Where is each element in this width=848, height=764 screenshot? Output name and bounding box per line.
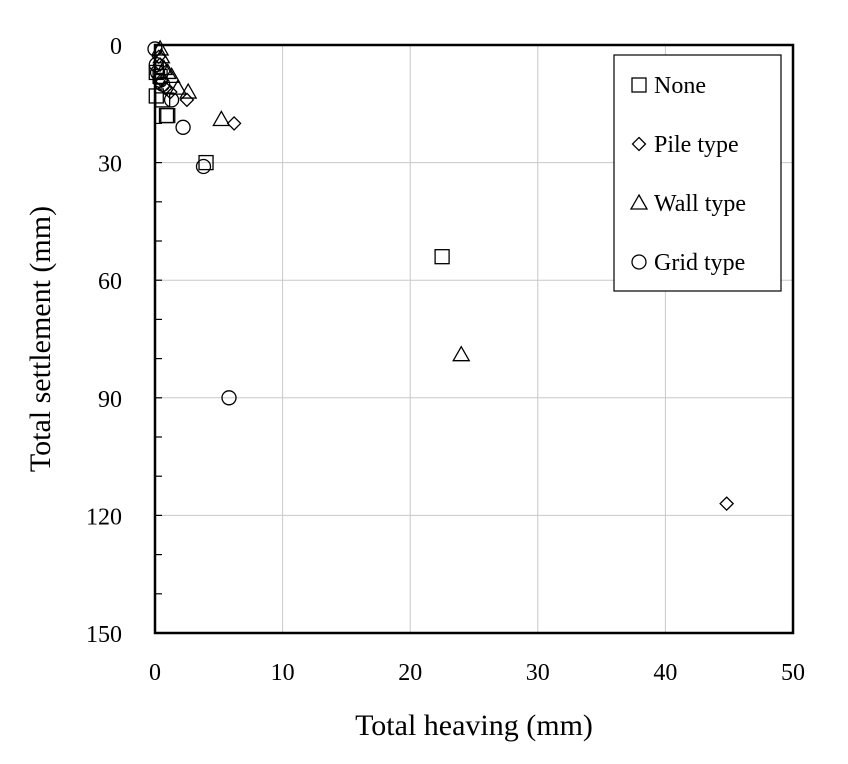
triangle-point bbox=[168, 78, 188, 95]
y-tick-label: 90 bbox=[98, 387, 122, 413]
x-axis-tick-labels: 0 10 20 30 40 50 bbox=[149, 660, 805, 686]
legend: None Pile type Wall type Grid type bbox=[613, 54, 782, 292]
x-tick-label: 40 bbox=[653, 660, 677, 686]
y-tick-label: 60 bbox=[98, 269, 122, 295]
series-grid-type bbox=[147, 41, 237, 406]
triangle-point bbox=[452, 345, 471, 362]
legend-diamond-icon bbox=[631, 136, 647, 152]
legend-box bbox=[613, 54, 782, 292]
y-tick-label: 150 bbox=[86, 622, 122, 648]
legend-circle-icon bbox=[631, 254, 647, 270]
y-tick-label: 120 bbox=[86, 504, 122, 530]
square-point bbox=[434, 249, 450, 265]
legend-item: Pile type bbox=[631, 132, 739, 158]
data-points bbox=[147, 39, 735, 512]
circle-point bbox=[221, 390, 237, 406]
square-point bbox=[160, 107, 176, 124]
y-tick-label: 0 bbox=[110, 34, 122, 60]
square-point bbox=[198, 154, 214, 171]
x-tick-label: 30 bbox=[526, 660, 550, 686]
circle-point bbox=[195, 158, 212, 175]
circle-point bbox=[175, 119, 191, 135]
series-wall-type bbox=[150, 39, 471, 362]
circle-point bbox=[163, 92, 180, 108]
triangle-point bbox=[212, 110, 231, 127]
legend-label: Wall type bbox=[654, 191, 746, 217]
legend-item: None bbox=[631, 73, 706, 99]
x-tick-label: 10 bbox=[271, 660, 295, 686]
legend-square-icon bbox=[631, 77, 647, 93]
legend-triangle-icon bbox=[629, 193, 649, 210]
square-point bbox=[158, 107, 175, 124]
x-tick-label: 0 bbox=[149, 660, 161, 686]
circle-point bbox=[152, 72, 168, 88]
legend-item: Wall type bbox=[629, 191, 746, 217]
legend-item: Grid type bbox=[631, 250, 745, 276]
triangle-point bbox=[158, 63, 177, 80]
y-axis-tick-labels: 0 30 60 90 120 150 bbox=[86, 34, 122, 648]
diamond-point bbox=[226, 115, 242, 131]
y-tick-label: 30 bbox=[98, 152, 122, 178]
triangle-point bbox=[162, 67, 181, 84]
legend-label: None bbox=[654, 73, 706, 99]
y-axis-title: Total settlement (mm) bbox=[24, 206, 57, 472]
x-tick-label: 50 bbox=[781, 660, 805, 686]
legend-label: Grid type bbox=[654, 250, 745, 276]
legend-label: Pile type bbox=[654, 132, 739, 158]
plot-area-frame bbox=[153, 43, 795, 635]
x-axis-title: Total heaving (mm) bbox=[355, 709, 593, 742]
circle-point bbox=[148, 56, 164, 73]
diamond-point bbox=[719, 496, 735, 512]
triangle-point bbox=[179, 82, 198, 99]
x-tick-label: 20 bbox=[398, 660, 422, 686]
